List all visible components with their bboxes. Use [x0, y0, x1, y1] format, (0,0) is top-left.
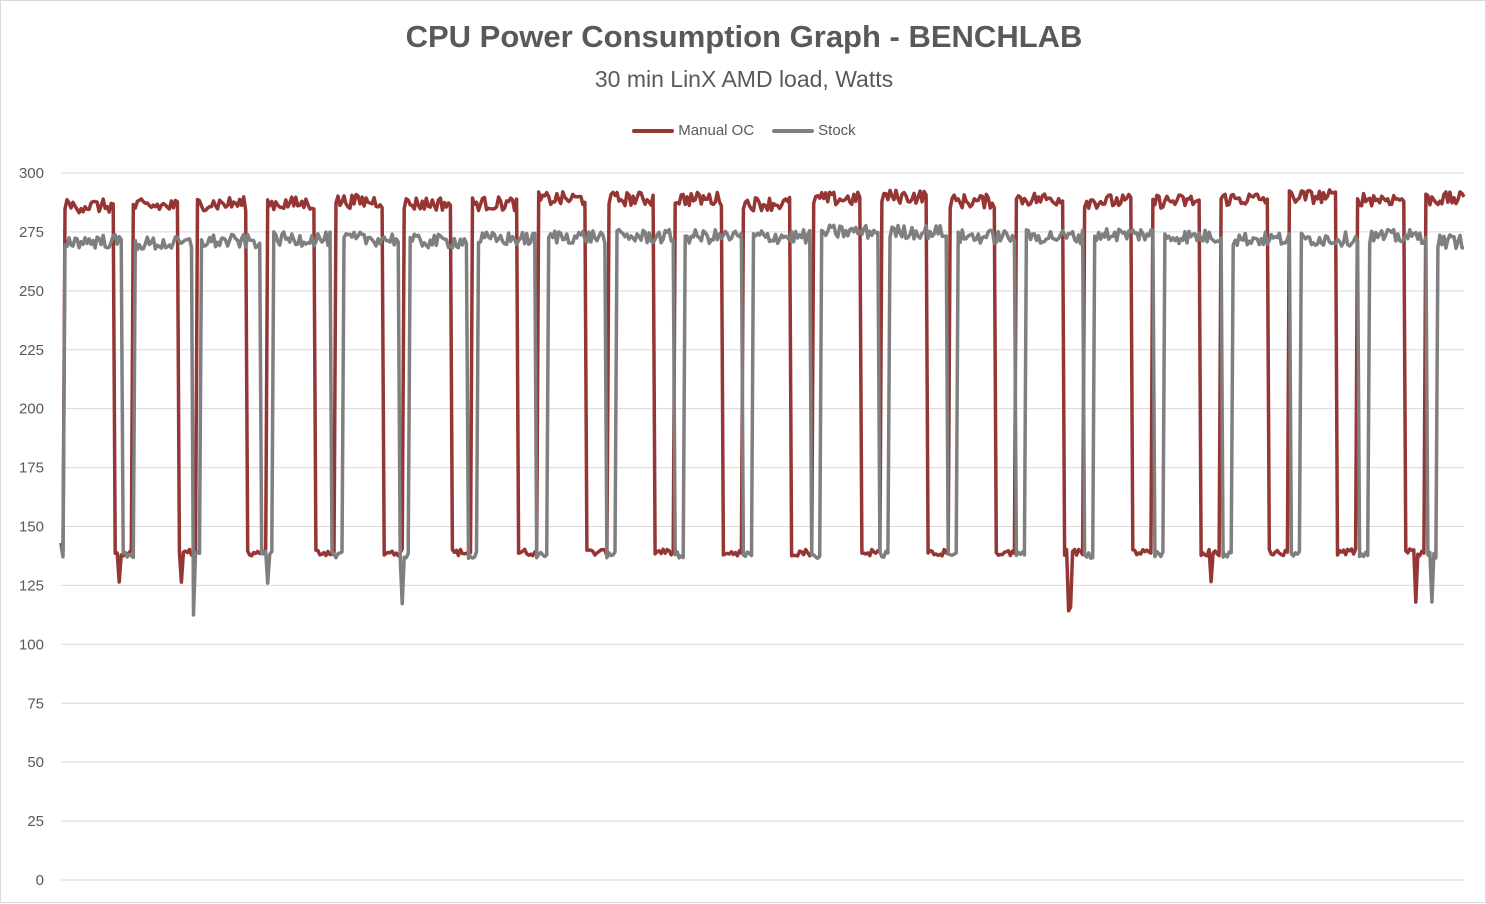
series-layer — [59, 188, 1466, 617]
chart-legend: Manual OC Stock — [1, 122, 1486, 139]
legend-swatch-manual-oc — [632, 128, 675, 133]
legend-swatch-stock — [772, 128, 815, 133]
chart-subtitle: 30 min LinX AMD load, Watts — [594, 66, 894, 92]
y-tick-label-25: 25 — [27, 813, 44, 830]
y-tick-label-100: 100 — [19, 636, 44, 653]
y-tick-label-150: 150 — [19, 519, 44, 536]
y-tick-label-75: 75 — [27, 695, 44, 712]
series-line-manual-oc — [59, 188, 1466, 613]
legend-entry-stock: Stock — [772, 122, 856, 139]
y-tick-label-50: 50 — [27, 754, 44, 771]
y-tick-label-0: 0 — [36, 872, 44, 889]
y-axis-ticks: 0 25 50 75 100 125 150 175 200 225 250 275 300 — [19, 165, 44, 889]
legend-label-manual-oc: Manual OC — [678, 122, 755, 139]
y-tick-label-125: 125 — [19, 577, 44, 594]
y-tick-label-175: 175 — [19, 460, 44, 477]
legend-label-stock: Stock — [818, 122, 856, 139]
chart-title: CPU Power Consumption Graph - BENCHLAB — [405, 19, 1083, 54]
y-tick-label-200: 200 — [19, 401, 44, 418]
y-tick-label-225: 225 — [19, 342, 44, 359]
y-tick-label-250: 250 — [19, 283, 44, 300]
y-tick-label-275: 275 — [19, 224, 44, 241]
legend-entry-manual-oc: Manual OC — [632, 122, 754, 139]
series-line-stock — [59, 223, 1465, 617]
gridlines — [61, 172, 1464, 881]
y-tick-label-300: 300 — [19, 165, 44, 182]
